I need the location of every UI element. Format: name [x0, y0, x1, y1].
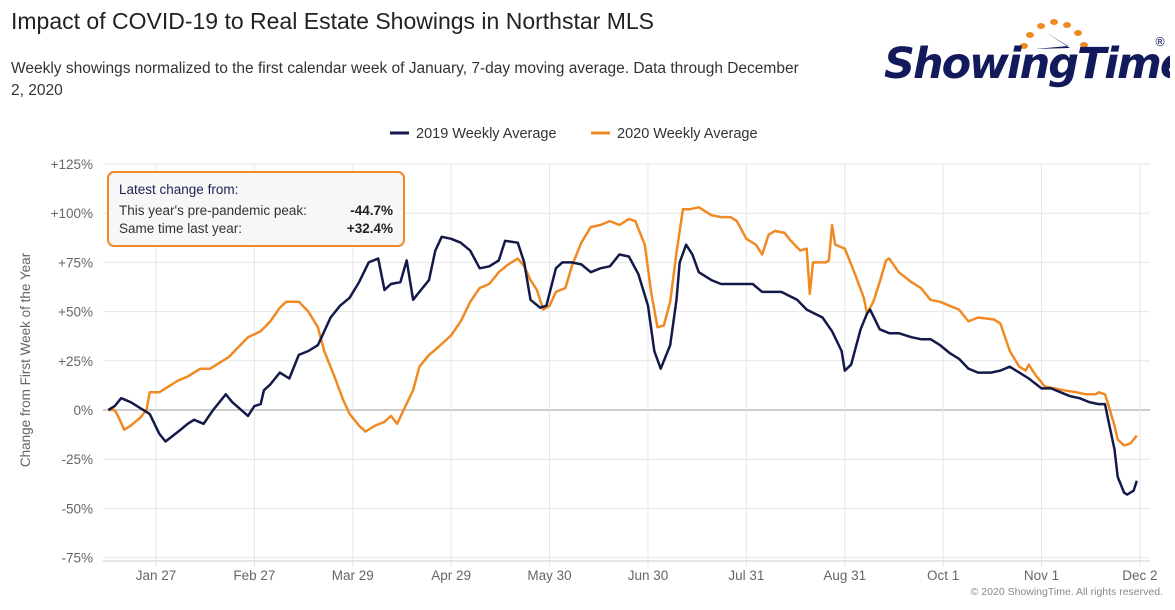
pre-pandemic-peak-row: This year's pre-pandemic peak: -44.7%: [119, 202, 393, 220]
latest-change-box: Latest change from: This year's pre-pand…: [107, 171, 405, 247]
y-tick-label: +50%: [58, 305, 93, 320]
x-tick-label: Nov 1: [1024, 568, 1059, 583]
y-tick-label: -25%: [61, 452, 93, 467]
x-tick-label: Mar 29: [332, 568, 374, 583]
legend[interactable]: 2019 Weekly Average 2020 Weekly Average: [390, 126, 758, 142]
latest-change-heading: Latest change from:: [119, 182, 239, 197]
x-tick-label: Jun 30: [628, 568, 669, 583]
x-tick-label: Apr 29: [431, 568, 471, 583]
x-tick-label: Feb 27: [233, 568, 275, 583]
logo-text: ShowingTime: [884, 39, 1170, 89]
x-tick-label: Aug 31: [823, 568, 866, 583]
x-tick-label: Jan 27: [136, 568, 177, 583]
y-tick-label: -75%: [61, 551, 93, 566]
y-tick-label: +125%: [51, 157, 93, 172]
logo-dots-icon: [1020, 19, 1088, 49]
x-tick-label: Jul 31: [728, 568, 764, 583]
series-lines: [107, 206, 1138, 496]
legend-label-2020: 2020 Weekly Average: [617, 126, 758, 142]
x-tick-label: Oct 1: [927, 568, 959, 583]
row-value: +32.4%: [346, 221, 393, 236]
y-tick-label: -50%: [61, 501, 93, 516]
x-tick-label: May 30: [527, 568, 571, 583]
same-time-last-year-row: Same time last year: +32.4%: [119, 220, 393, 238]
copyright: © 2020 ShowingTime. All rights reserved.: [970, 586, 1163, 598]
logo-clock-hand-icon: [1035, 32, 1070, 49]
y-tick-label: +75%: [58, 255, 93, 270]
row-label: Same time last year:: [119, 221, 243, 236]
y-tick-label: +25%: [58, 354, 93, 369]
chart-subtitle: Weekly showings normalized to the first …: [11, 60, 799, 99]
logo-registered: ®: [1154, 35, 1166, 49]
legend-label-2019: 2019 Weekly Average: [416, 126, 557, 142]
y-axis-title: Change from First Week of the Year: [18, 252, 33, 467]
legend-item-2020[interactable]: 2020 Weekly Average: [591, 126, 758, 142]
y-axis-ticks: +125% +100% +75% +50% +25% 0% -25% -50% -75%: [51, 157, 93, 566]
series-line-2019: [107, 235, 1138, 496]
x-axis-ticks: Jan 27 Feb 27 Mar 29 Apr 29 May 30 Jun 30 Jul …: [136, 568, 1158, 583]
series-line-2020: [108, 206, 1138, 447]
x-tick-label: Dec 2: [1122, 568, 1157, 583]
y-tick-label: 0%: [73, 403, 93, 418]
y-tick-label: +100%: [51, 206, 93, 221]
showingtime-logo: ShowingTime ®: [884, 19, 1170, 89]
legend-item-2019[interactable]: 2019 Weekly Average: [390, 126, 557, 142]
row-label: This year's pre-pandemic peak:: [119, 203, 307, 218]
chart-title: Impact of COVID-19 to Real Estate Showin…: [11, 8, 654, 34]
row-value: -44.7%: [350, 203, 393, 218]
